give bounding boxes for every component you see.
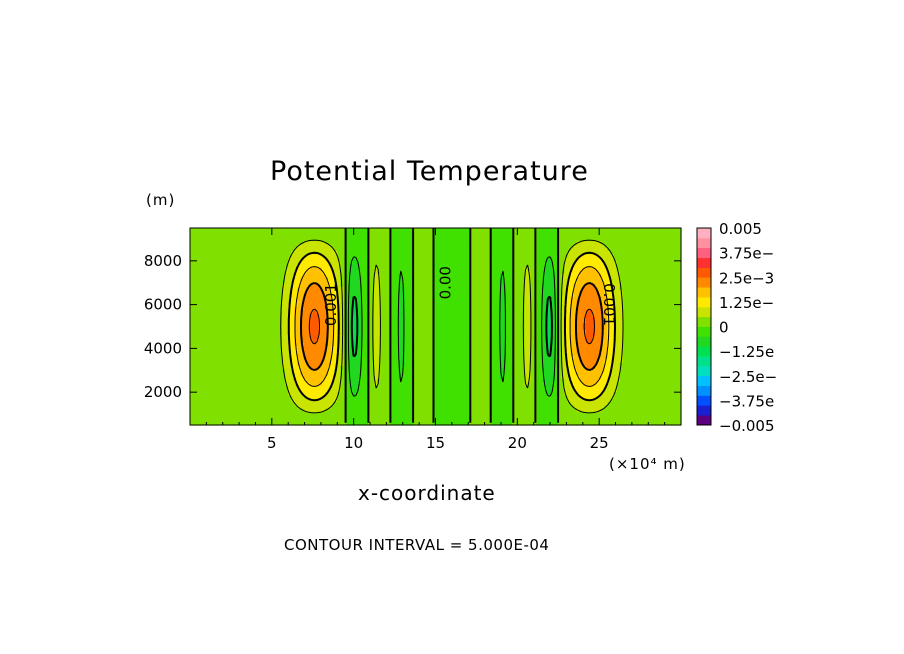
colorbar-swatch [697,356,711,367]
chart-title: Potential Temperature [270,156,589,187]
contour-line [308,308,595,345]
contour-line [280,239,624,414]
colorbar-swatch [697,395,711,406]
contour-fill [190,228,682,426]
x-tick-label: 10 [344,434,363,452]
colorbar-swatch [697,257,711,268]
colorbar-swatch [697,267,711,278]
colorbar-label: 0.005 [719,220,762,238]
contour-label: 0.00 [436,266,454,299]
contour-interval-note: CONTOUR INTERVAL = 5.000E-04 [284,536,550,554]
colorbar-swatch [697,228,711,239]
colorbar-swatch [697,306,711,318]
y-axis-unit: (m) [146,191,176,209]
x-tick-label: 25 [590,434,609,452]
colorbar-swatch [697,346,711,357]
colorbar-label: 3.75e− [719,245,774,263]
y-tick-label: 2000 [144,383,182,401]
colorbar-swatch [697,287,711,298]
x-axis-label: x-coordinate [358,481,496,505]
colorbar-swatch [697,336,711,347]
colorbar-swatch [697,405,711,416]
colorbar-swatch [697,415,711,426]
contour-label: 0.001 [322,283,340,326]
colorbar-swatch [697,316,711,327]
colorbar-swatch [697,237,711,249]
x-tick-label: 20 [508,434,527,452]
colorbar-label: −2.5e− [719,368,777,386]
colorbar-swatch [697,326,711,337]
contour-line [294,266,610,387]
colorbar-swatch [697,365,711,377]
colorbar-label: −0.005 [719,417,775,435]
colorbar-label: 2.5e−3 [719,269,774,287]
y-tick-label: 4000 [144,339,182,357]
colorbar-swatch [697,277,711,288]
colorbar: 0.005 3.75e− 2.5e−3 1.25e− 0 −1.25e −2.5e− −3.7… [696,220,777,435]
contour-line [350,295,553,358]
x-tick-label: 15 [426,434,445,452]
contour-label: 0.001 [600,283,618,326]
colorbar-swatch [697,247,711,258]
contour-line [300,282,604,371]
contour-line [344,228,560,423]
colorbar-label: −3.75e [719,392,774,410]
contour-line [347,256,556,397]
contour-line [287,251,616,402]
colorbar-label: −1.25e [719,343,774,361]
contour-lines [280,228,624,423]
y-tick-label: 6000 [144,296,182,314]
colorbar-label: 0 [719,319,729,337]
colorbar-label: 1.25e− [719,294,774,312]
x-axis-unit: (×10⁴ m) [609,455,686,473]
colorbar-swatch [697,385,711,396]
colorbar-frame [696,227,712,426]
colorbar-swatch [697,296,711,308]
y-tick-label: 8000 [144,252,182,270]
x-tick-label: 5 [267,434,277,452]
colorbar-swatch [697,375,711,386]
